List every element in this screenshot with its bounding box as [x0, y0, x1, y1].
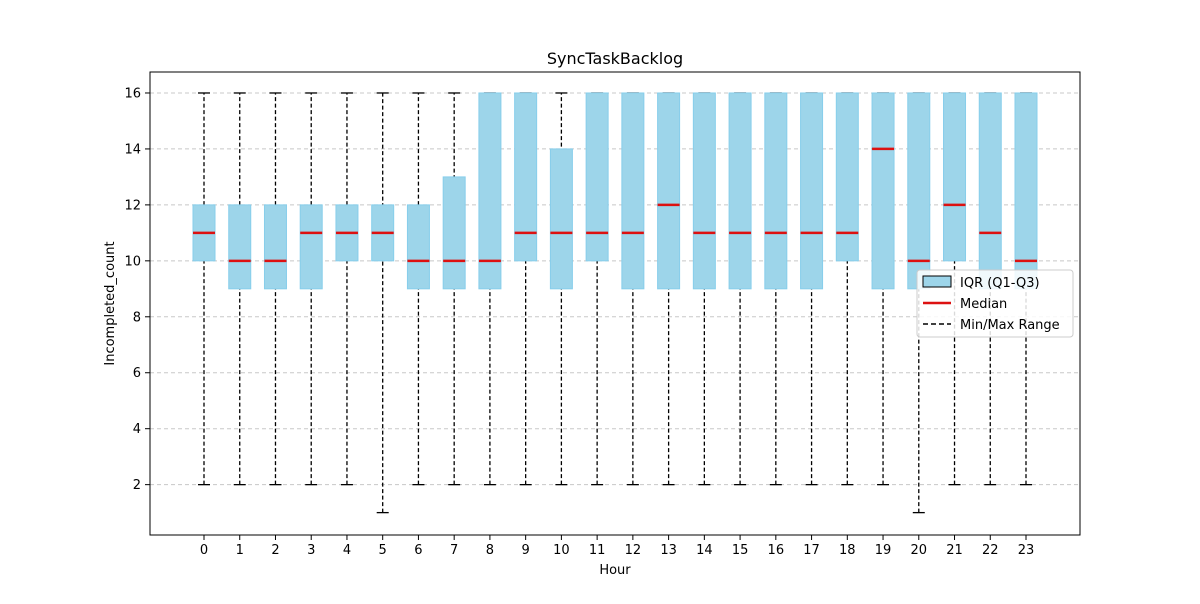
- x-tick-label: 4: [343, 543, 351, 558]
- iqr-box: [585, 92, 609, 262]
- x-tick-label: 0: [200, 543, 208, 558]
- iqr-box: [657, 92, 681, 290]
- iqr-box: [228, 204, 252, 290]
- x-tick-label: 17: [803, 543, 820, 558]
- iqr-box: [1014, 92, 1038, 290]
- x-tick-label: 9: [522, 543, 530, 558]
- iqr-box: [621, 92, 645, 290]
- x-tick-label: 21: [946, 543, 963, 558]
- iqr-box: [764, 92, 788, 290]
- x-tick-label: 8: [486, 543, 494, 558]
- x-tick-label: 7: [450, 543, 458, 558]
- y-tick-label: 4: [133, 422, 141, 437]
- iqr-box: [907, 92, 931, 290]
- plot-area-frame: [149, 71, 1081, 536]
- legend: IQR (Q1-Q3) Median Min/Max Range: [916, 269, 1074, 338]
- x-tick-label: 23: [1018, 543, 1035, 558]
- x-tick-label: 5: [379, 543, 387, 558]
- y-axis-title: Incompleted_count: [103, 241, 118, 365]
- x-tick-label: 13: [660, 543, 677, 558]
- iqr-box: [800, 92, 824, 290]
- chart-title: SyncTaskBacklog: [547, 49, 683, 68]
- iqr-box: [263, 204, 287, 290]
- iqr-box: [549, 148, 573, 290]
- iqr-box: [835, 92, 859, 262]
- legend-frame: [916, 269, 1074, 338]
- x-tick-label: 12: [625, 543, 642, 558]
- iqr-box: [692, 92, 716, 290]
- y-tick-label: 2: [133, 478, 141, 493]
- x-tick-label: 14: [696, 543, 713, 558]
- legend-iqr-swatch: [922, 275, 952, 288]
- x-tick-label: 6: [414, 543, 422, 558]
- y-tick-label: 6: [133, 366, 141, 381]
- legend-label: Median: [960, 297, 1007, 312]
- iqr-box: [299, 204, 323, 290]
- y-tick-label: 8: [133, 310, 141, 325]
- legend-label: Min/Max Range: [960, 318, 1060, 333]
- x-tick-label: 20: [911, 543, 928, 558]
- x-tick-label: 22: [982, 543, 999, 558]
- legend-label: IQR (Q1-Q3): [960, 276, 1040, 291]
- iqr-box: [978, 92, 1002, 290]
- iqr-box: [943, 92, 967, 262]
- x-tick-label: 3: [307, 543, 315, 558]
- y-tick-label: 16: [124, 86, 141, 101]
- x-tick-label: 2: [271, 543, 279, 558]
- iqr-box: [728, 92, 752, 290]
- x-tick-label: 1: [236, 543, 244, 558]
- x-tick-label: 10: [553, 543, 570, 558]
- iqr-box: [871, 92, 895, 290]
- y-tick-label: 12: [124, 198, 141, 213]
- x-axis-title: Hour: [599, 563, 631, 578]
- iqr-box: [406, 204, 430, 290]
- iqr-box: [514, 92, 538, 262]
- x-tick-label: 19: [875, 543, 892, 558]
- iqr-box: [442, 176, 466, 290]
- iqr-box: [478, 92, 502, 290]
- y-tick-label: 14: [124, 142, 141, 157]
- x-tick-label: 18: [839, 543, 856, 558]
- x-tick-label: 16: [768, 543, 785, 558]
- medians: [193, 147, 1037, 263]
- y-tick-label: 10: [124, 254, 141, 269]
- x-tick-label: 15: [732, 543, 749, 558]
- legend-items: IQR (Q1-Q3) Median Min/Max Range: [922, 275, 1060, 333]
- boxes: [192, 92, 1038, 290]
- x-tick-label: 11: [589, 543, 606, 558]
